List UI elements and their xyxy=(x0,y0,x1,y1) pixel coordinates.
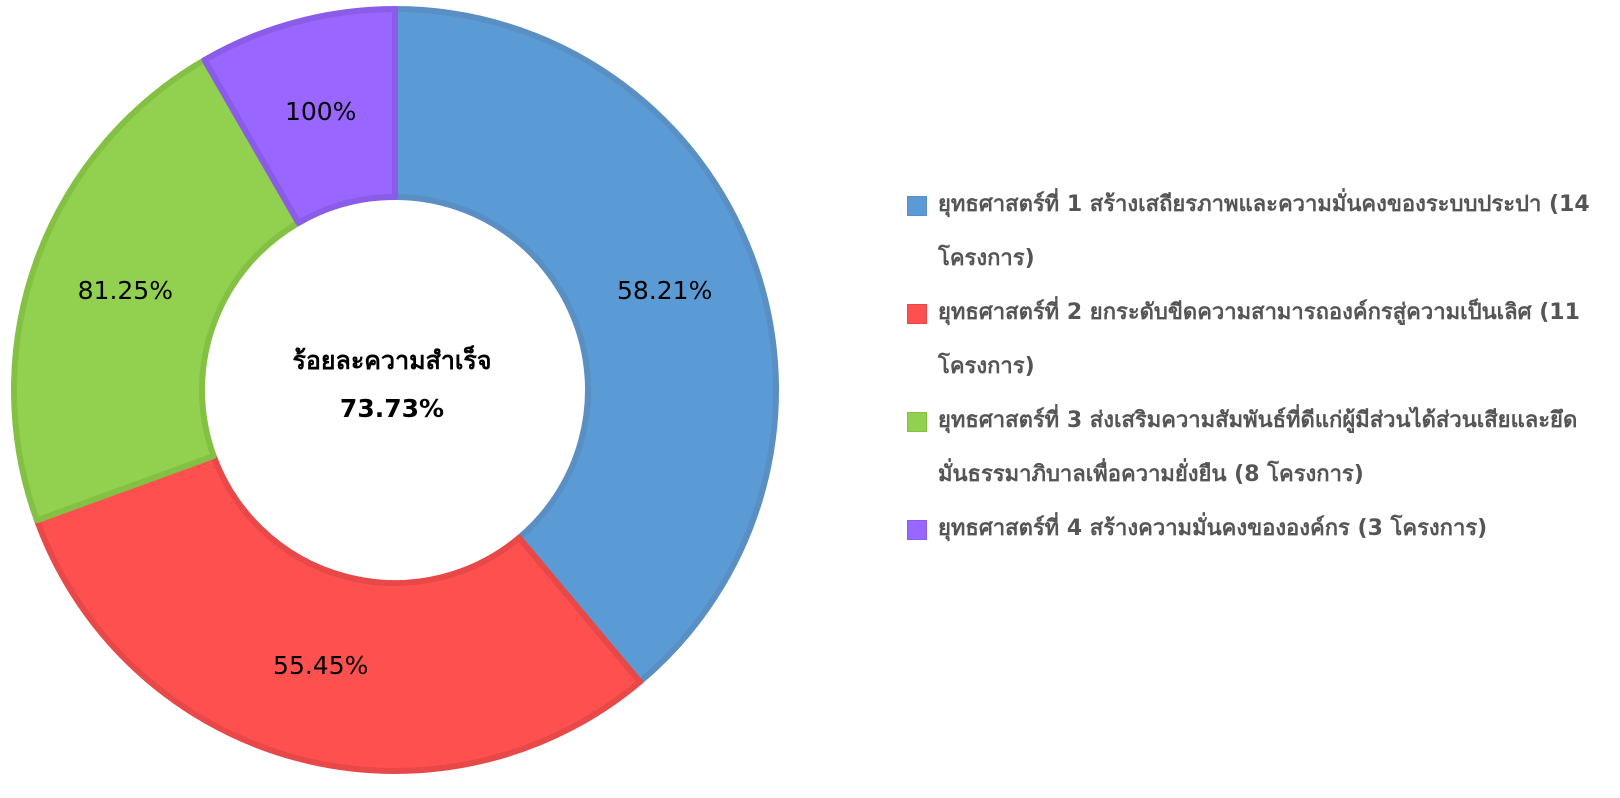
legend-item[interactable]: ยุทธศาสตร์ที่ 3 ส่งเสริมความสัมพันธ์ที่ด… xyxy=(905,394,1605,502)
legend-swatch xyxy=(907,304,927,324)
legend-swatch xyxy=(907,520,927,540)
legend-label: ยุทธศาสตร์ที่ 3 ส่งเสริมความสัมพันธ์ที่ด… xyxy=(938,408,1578,487)
chart: ร้อยละความสำเร็จ 73.73% 58.21% 55.45% 81.2… xyxy=(11,6,779,774)
legend-label: ยุทธศาสตร์ที่ 1 สร้างเสถียรภาพและความมั่… xyxy=(938,192,1590,271)
center-title: ร้อยละความสำเร็จ xyxy=(292,345,491,375)
center-value: 73.73% xyxy=(340,394,444,423)
slice xyxy=(392,6,779,685)
slice-label: 81.25% xyxy=(78,276,173,305)
slice xyxy=(33,453,643,774)
legend-item[interactable]: ยุทธศาสตร์ที่ 4 สร้างความมั่นคงขององค์กร… xyxy=(905,502,1605,556)
legend-item[interactable]: ยุทธศาสตร์ที่ 2 ยกระดับขีดความสามารถองค์… xyxy=(905,286,1605,394)
slice xyxy=(11,57,302,524)
legend: ยุทธศาสตร์ที่ 1 สร้างเสถียรภาพและความมั่… xyxy=(905,178,1605,556)
slice xyxy=(201,6,398,226)
legend-swatch xyxy=(907,196,927,216)
legend-item[interactable]: ยุทธศาสตร์ที่ 1 สร้างเสถียรภาพและความมั่… xyxy=(905,178,1605,286)
legend-swatch xyxy=(907,412,927,432)
slice-label: 58.21% xyxy=(617,276,712,305)
slice-label: 55.45% xyxy=(273,651,368,680)
slice-label: 100% xyxy=(285,97,356,126)
legend-label: ยุทธศาสตร์ที่ 2 ยกระดับขีดความสามารถองค์… xyxy=(938,300,1580,379)
legend-label: ยุทธศาสตร์ที่ 4 สร้างความมั่นคงขององค์กร… xyxy=(938,516,1488,541)
